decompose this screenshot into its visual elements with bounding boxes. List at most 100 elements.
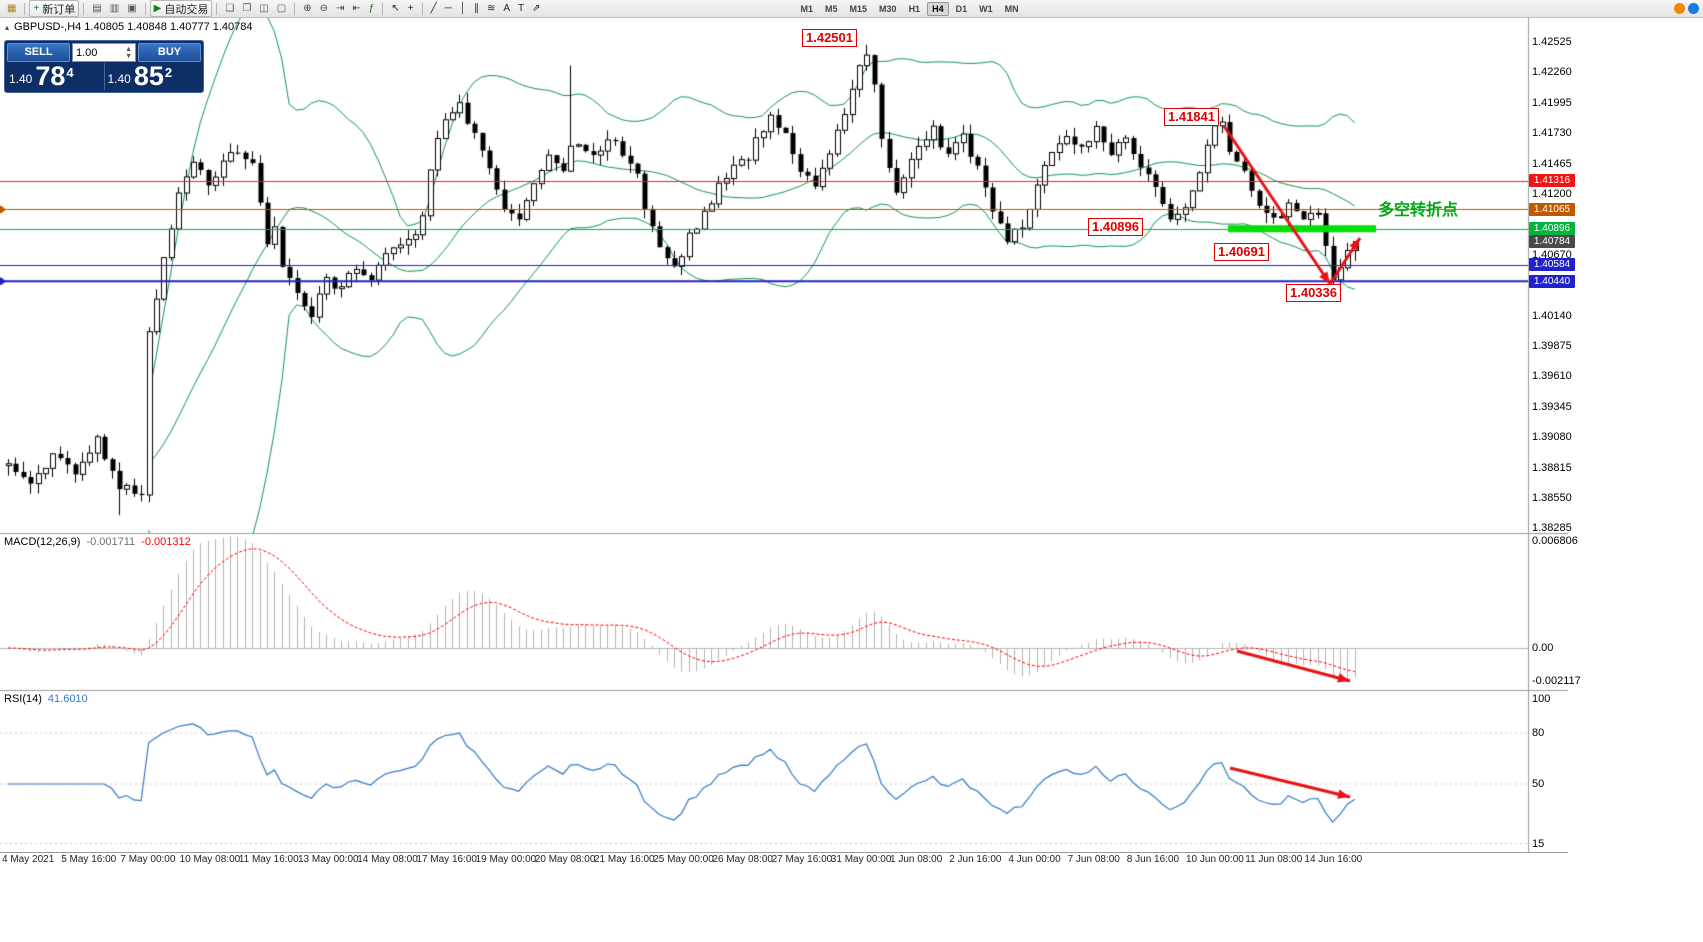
toolbar-group: ↖ +	[387, 0, 417, 17]
sell-button[interactable]: SELL	[7, 43, 70, 62]
horizontal-line-icon[interactable]: ─	[441, 0, 456, 17]
toolbar-separator	[294, 2, 296, 15]
price-tag: 1.41065	[1529, 202, 1575, 216]
main-toolbar: ▦ + 新订单 ▤ ▥ ▣ ▶ 自动交易 ❏ ❐ ◫ ▢ ⊕ ⊖ ⇥ ⇤ ƒ ↖ + ╱ ─ │ ∥ ≋ A T ⇗ M1 M5 M15 M…	[0, 0, 1703, 18]
profiles-icon[interactable]: ▥	[106, 0, 123, 17]
toolbar-separator	[83, 2, 85, 15]
price-tag: 1.40896	[1529, 222, 1575, 236]
toolbar-group: ╱ ─ │ ∥ ≋ A T ⇗	[427, 0, 545, 17]
zoom-out-icon[interactable]: ⊖	[316, 0, 332, 17]
price-axis-label: 1.40140	[1532, 309, 1572, 322]
volume-input[interactable]: 1.00 ▲ ▼	[72, 43, 136, 62]
crosshair-icon-glyph: +	[407, 2, 414, 14]
buy-button[interactable]: BUY	[138, 43, 201, 62]
cursor-icon[interactable]: ↖	[387, 0, 403, 17]
toolbar-group: ⊕ ⊖ ⇥ ⇤ ƒ	[299, 0, 378, 17]
sell-price[interactable]: 1.40 78 4	[7, 63, 103, 90]
vertical-line-icon-glyph: │	[459, 2, 466, 14]
terminal-icon-glyph: ▣	[127, 2, 137, 14]
arrows-icon[interactable]: ⇗	[528, 0, 544, 17]
chart-list-icon-glyph: ▢	[276, 2, 287, 14]
rsi-axis-label: 100	[1532, 693, 1551, 705]
toolbar-group: ❏ ❐ ◫ ▢	[221, 0, 290, 17]
price-chart-canvas[interactable]	[0, 18, 1568, 852]
price-axis-label: 1.42525	[1532, 36, 1572, 48]
time-axis-label: 10 Jun 00:00	[1186, 854, 1244, 865]
price-axis-label: 1.38815	[1532, 461, 1572, 474]
toolbar-separator	[382, 2, 384, 15]
arrows-icon-glyph: ⇗	[532, 2, 541, 14]
tile-windows-icon[interactable]: ❏	[221, 0, 238, 17]
chart-window-icon-glyph: ▤	[92, 2, 102, 14]
time-axis-label: 11 Jun 08:00	[1245, 854, 1303, 865]
time-axis-label: 14 May 08:00	[357, 854, 418, 865]
arrange-windows-icon-glyph: ◫	[259, 2, 269, 14]
timeframe-m30-button[interactable]: M30	[879, 3, 897, 14]
horizontal-line-icon-glyph: ─	[444, 2, 452, 14]
time-axis-label: 27 May 16:00	[771, 854, 833, 865]
fibonacci-icon-glyph: ≋	[486, 2, 496, 14]
time-axis-label: 20 May 08:00	[534, 854, 596, 865]
text-label-icon[interactable]: T	[514, 0, 528, 17]
price-axis-label: 1.41995	[1532, 96, 1572, 109]
text-icon[interactable]: A	[499, 0, 514, 17]
auto-scroll-icon[interactable]: ⇥	[332, 0, 348, 17]
price-callout: 1.40896	[1088, 218, 1143, 236]
toolbar-separator	[421, 2, 423, 15]
fibonacci-icon[interactable]: ≋	[483, 0, 499, 17]
one-click-trading-panel: SELL 1.00 ▲ ▼ BUY 1.40 78 4 1.40 85 2	[4, 40, 204, 93]
timeframe-mn-button[interactable]: MN	[1004, 3, 1019, 14]
buy-price[interactable]: 1.40 85 2	[106, 63, 202, 90]
toolbar-group: ▦	[3, 0, 20, 17]
timeframe-h1-button[interactable]: H1	[908, 3, 921, 14]
community-icon[interactable]	[1688, 3, 1699, 14]
trendline-icon-glyph: ╱	[430, 2, 437, 14]
chart-window-icon[interactable]: ▤	[88, 0, 105, 17]
zoom-in-icon[interactable]: ⊕	[299, 0, 315, 17]
time-axis-label: 7 May 00:00	[120, 854, 176, 865]
market-chart-icon[interactable]: ▦	[3, 0, 20, 17]
alert-icon[interactable]	[1674, 3, 1685, 14]
rsi-value: 41.6010	[47, 693, 88, 705]
terminal-icon[interactable]: ▣	[123, 0, 140, 17]
timeframe-m1-button[interactable]: M1	[800, 3, 814, 14]
macd-signal-value: -0.001312	[141, 536, 191, 548]
timeframe-h4-button[interactable]: H4	[927, 1, 949, 16]
channel-icon[interactable]: ∥	[470, 0, 483, 17]
rsi-name: RSI(14)	[4, 693, 42, 705]
price-callout: 1.40691	[1214, 243, 1269, 261]
price-axis-label: 1.39345	[1532, 400, 1572, 413]
arrange-windows-icon[interactable]: ◫	[255, 0, 272, 17]
collapse-arrow-icon[interactable]: ▴	[5, 22, 10, 32]
toolbar-separator	[24, 2, 26, 15]
time-axis-label: 17 May 16:00	[416, 854, 477, 865]
market-chart-icon-glyph: ▦	[7, 2, 17, 14]
profiles-icon-glyph: ▥	[109, 2, 120, 14]
timeframe-d1-button[interactable]: D1	[955, 3, 968, 14]
volume-stepper-icon[interactable]: ▲ ▼	[125, 45, 132, 60]
trendline-icon[interactable]: ╱	[427, 0, 441, 17]
vertical-line-icon[interactable]: │	[456, 0, 470, 17]
time-axis-label: 4 May 2021	[2, 854, 55, 865]
time-axis-label: 4 Jun 00:00	[1008, 854, 1061, 865]
volume-value: 1.00	[76, 46, 98, 59]
timeframe-w1-button[interactable]: W1	[979, 3, 993, 14]
autotrade-button[interactable]: ▶ 自动交易	[149, 0, 213, 17]
new-order-button-glyph: +	[33, 2, 40, 14]
chart-list-icon[interactable]: ▢	[273, 0, 290, 17]
macd-name: MACD(12,26,9)	[4, 536, 81, 548]
price-tag: 1.40784	[1529, 235, 1575, 249]
indicators-icon[interactable]: ƒ	[365, 0, 379, 17]
new-order-button[interactable]: + 新订单	[29, 0, 80, 17]
cascade-windows-icon[interactable]: ❐	[238, 0, 255, 17]
price-divider	[103, 63, 105, 90]
price-tag: 1.40584	[1529, 258, 1575, 272]
chart-shift-icon[interactable]: ⇤	[348, 0, 364, 17]
autotrade-button-glyph: ▶	[153, 2, 162, 14]
timeframe-m15-button[interactable]: M15	[849, 3, 868, 14]
crosshair-icon[interactable]: +	[404, 0, 418, 17]
rsi-indicator-label: RSI(14) 41.6010	[4, 693, 88, 705]
toolbar-separator	[216, 2, 218, 15]
trend-turning-point-annotation: 多空转折点	[1378, 202, 1459, 219]
timeframe-m5-button[interactable]: M5	[825, 3, 838, 14]
